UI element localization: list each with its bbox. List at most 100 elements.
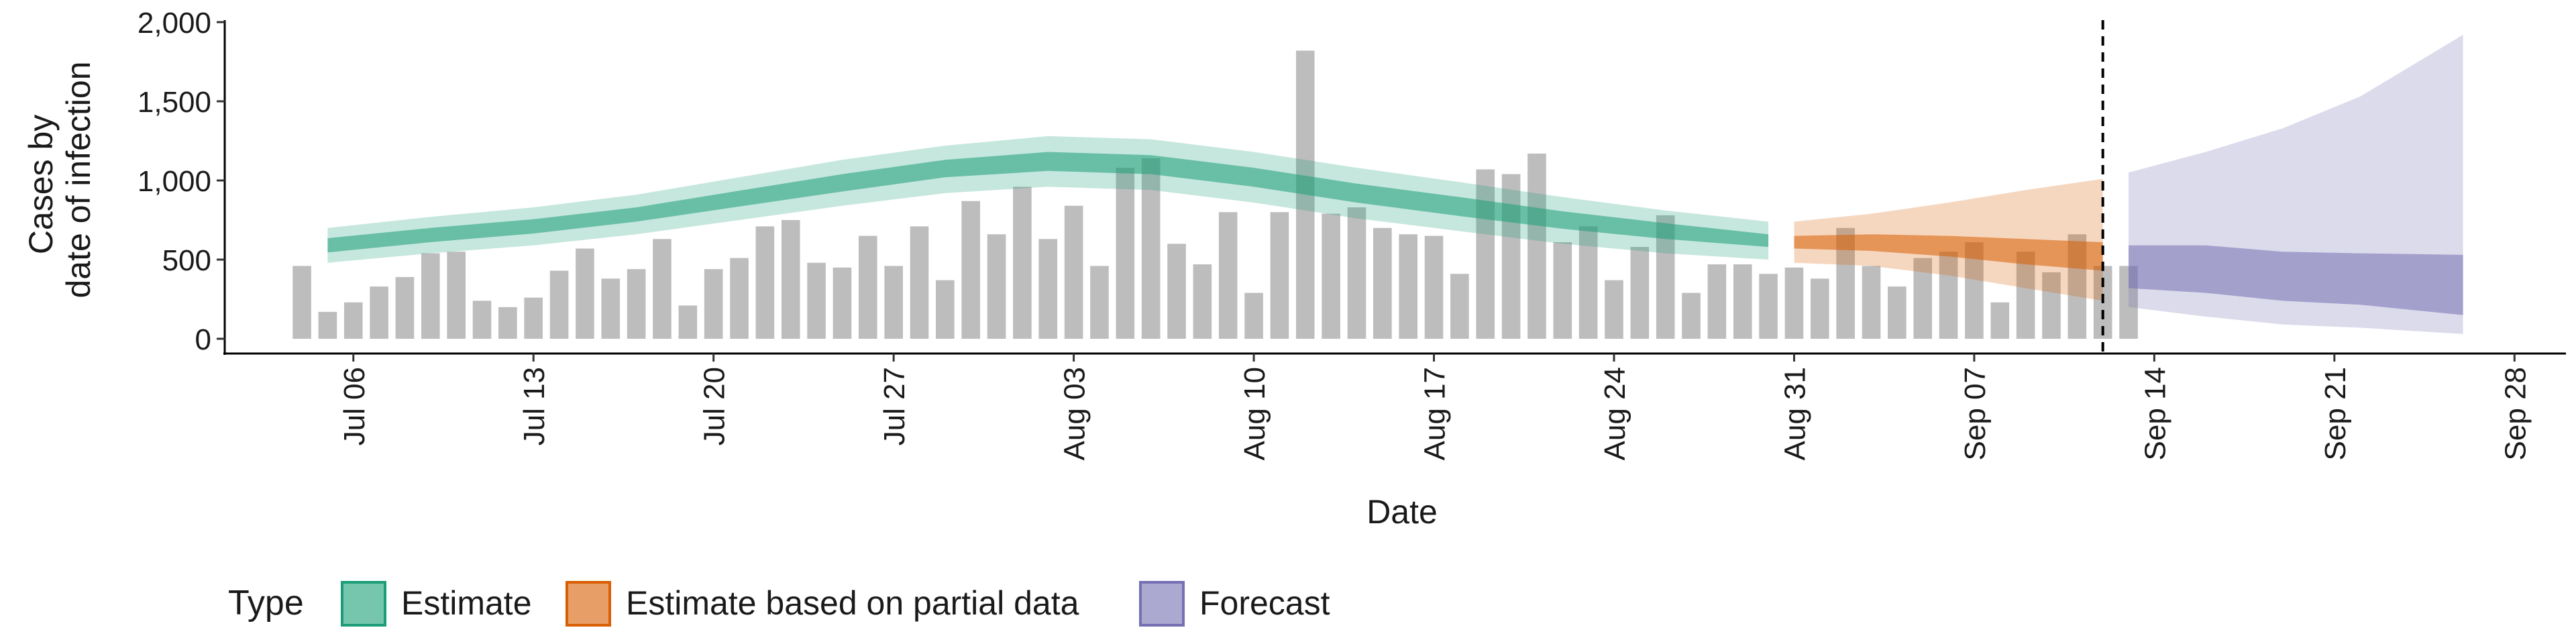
case-bar [447, 252, 466, 339]
case-bar [1347, 207, 1366, 339]
legend-label: Estimate based on partial data [626, 584, 1079, 622]
case-bar [1939, 252, 1958, 339]
case-bar [678, 305, 698, 339]
case-bar [1244, 292, 1263, 339]
y-tick-label: 2,000 [138, 7, 211, 40]
case-bar [1501, 174, 1521, 339]
case-bar [1476, 169, 1495, 339]
legend: Type Estimate Estimate based on partial da… [228, 581, 1330, 627]
case-bar [395, 276, 415, 339]
case-bar [884, 266, 903, 339]
case-bar [1862, 266, 1881, 339]
x-tick-label: Jul 13 [518, 367, 551, 445]
case-bar [1450, 274, 1469, 339]
case-bar [1784, 267, 1804, 339]
legend-title: Type [228, 584, 304, 623]
case-bar [1733, 264, 1752, 339]
case-bar [1527, 153, 1546, 339]
axes: 0 500 1,000 1,500 2,000 Jul 06 Jul 13 Jul 20 Jul… [138, 7, 2566, 460]
y-tick-label: 0 [195, 323, 211, 356]
legend-label: Estimate [401, 584, 532, 622]
case-bar [1682, 292, 1701, 339]
case-bar [910, 226, 929, 339]
x-tick-label: Aug 03 [1059, 367, 1091, 460]
y-axis-title: Cases by date of infection [22, 61, 97, 298]
x-tick-label: Aug 17 [1419, 367, 1452, 460]
estimate-bands [327, 34, 2463, 334]
case-bar [1218, 212, 1238, 339]
series-3 [2129, 34, 2463, 334]
case-bar [1553, 242, 1572, 339]
y-axis-title-line-2: date of infection [60, 61, 97, 298]
case-bar [936, 280, 955, 339]
case-bar [987, 234, 1006, 339]
case-bar [1424, 235, 1444, 339]
case-bar [1064, 205, 1083, 339]
case-bar [524, 297, 543, 339]
case-bar [755, 226, 775, 339]
case-bar [1038, 239, 1058, 339]
legend-key [566, 581, 611, 627]
case-bar [1707, 264, 1727, 339]
y-axis-title-line-1: Cases by [22, 115, 60, 254]
case-bar [1013, 186, 1032, 339]
case-bar [498, 307, 517, 339]
x-tick-label: Sep 07 [1959, 367, 1992, 460]
case-bar [961, 201, 980, 339]
x-tick-label: Aug 31 [1779, 367, 1812, 460]
case-bar [1759, 274, 1778, 339]
legend-key [341, 581, 386, 627]
case-bar [858, 235, 877, 339]
case-bar [1399, 234, 1417, 339]
case-bar [1888, 286, 1907, 339]
x-tick-label: Aug 24 [1599, 367, 1631, 460]
ribbon-50 [327, 152, 1769, 253]
case-bar [1913, 258, 1933, 339]
x-tick-label: Aug 10 [1238, 367, 1271, 460]
case-bar [472, 301, 492, 339]
case-bar [2016, 252, 2035, 339]
x-tick-label: Jul 27 [878, 367, 911, 445]
case-bar [730, 258, 749, 339]
case-bar [1630, 247, 1650, 339]
case-bar [421, 253, 440, 339]
series-2 [1794, 178, 2103, 301]
case-bar [318, 311, 337, 339]
case-bar [1373, 227, 1392, 339]
y-tick-label: 500 [162, 244, 211, 277]
case-bar [1811, 278, 1829, 339]
legend-label: Forecast [1199, 584, 1330, 622]
case-bar [1090, 266, 1109, 339]
case-bar [1270, 212, 1289, 339]
case-bar [1116, 168, 1135, 339]
x-tick-label: Sep 28 [2499, 367, 2532, 460]
case-bar [292, 266, 311, 339]
case-bar [833, 267, 852, 339]
case-bar [627, 269, 646, 339]
series-1 [327, 136, 1769, 263]
case-bar [807, 262, 826, 339]
case-bar [1141, 158, 1161, 339]
case-bar [370, 286, 388, 339]
case-bar [1578, 226, 1598, 339]
y-tick-label: 1,500 [138, 86, 211, 119]
case-bar [1990, 302, 2010, 339]
case-bar [343, 302, 363, 339]
y-tick-label: 1,000 [138, 165, 211, 198]
case-bar [1605, 280, 1623, 339]
x-tick-label: Sep 14 [2139, 367, 2171, 460]
x-tick-label: Sep 21 [2319, 367, 2352, 460]
case-bar [576, 248, 594, 339]
case-bar [1167, 244, 1186, 339]
x-tick-label: Jul 20 [698, 367, 731, 445]
ribbon-50 [1794, 234, 2103, 271]
case-bar [781, 220, 800, 339]
case-bar [1322, 213, 1340, 339]
x-tick-label: Jul 06 [338, 367, 371, 445]
case-bar [601, 278, 621, 339]
case-bar [704, 269, 723, 339]
case-bar [2042, 272, 2061, 339]
case-bar [549, 270, 569, 339]
